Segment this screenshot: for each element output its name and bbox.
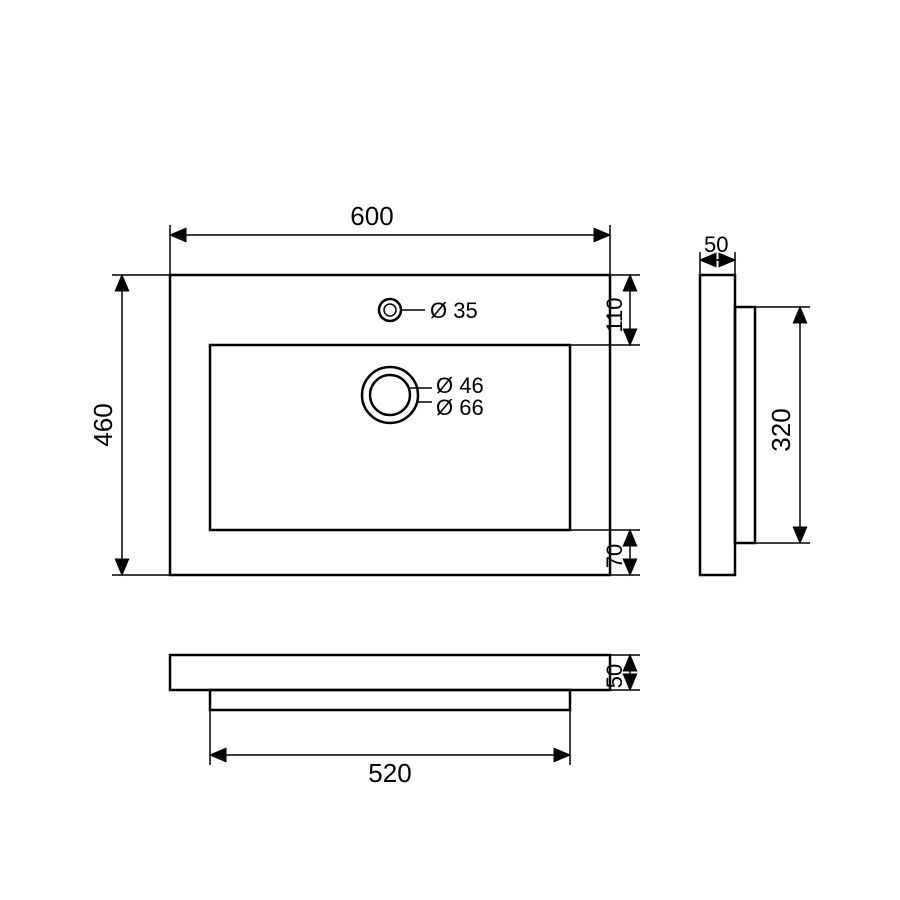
dia-35-label: Ø 35 (430, 298, 478, 323)
plan-view: Ø 35 Ø 46 Ø 66 (170, 275, 610, 575)
svg-text:50: 50 (704, 232, 728, 257)
side-view (700, 275, 755, 575)
svg-text:320: 320 (766, 408, 796, 451)
front-view (170, 655, 610, 710)
dim-50-side-top: 50 (700, 232, 735, 275)
dim-460: 460 (88, 275, 170, 575)
drain-hole (362, 367, 418, 423)
svg-text:110: 110 (602, 297, 627, 332)
technical-drawing: Ø 35 Ø 46 Ø 66 600 460 50 (0, 0, 900, 900)
dim-70: 70 (570, 530, 640, 575)
svg-text:460: 460 (88, 403, 118, 446)
dia-66-label: Ø 66 (436, 395, 484, 420)
dim-320: 320 (755, 307, 810, 543)
dim-520: 520 (210, 710, 570, 788)
svg-text:50: 50 (602, 664, 627, 688)
dim-600: 600 (170, 201, 610, 275)
dim-50-front: 50 (602, 655, 640, 690)
tap-hole (379, 299, 401, 321)
svg-text:600: 600 (350, 201, 393, 231)
svg-text:70: 70 (602, 544, 627, 568)
dim-110: 110 (570, 275, 640, 345)
svg-text:520: 520 (368, 758, 411, 788)
